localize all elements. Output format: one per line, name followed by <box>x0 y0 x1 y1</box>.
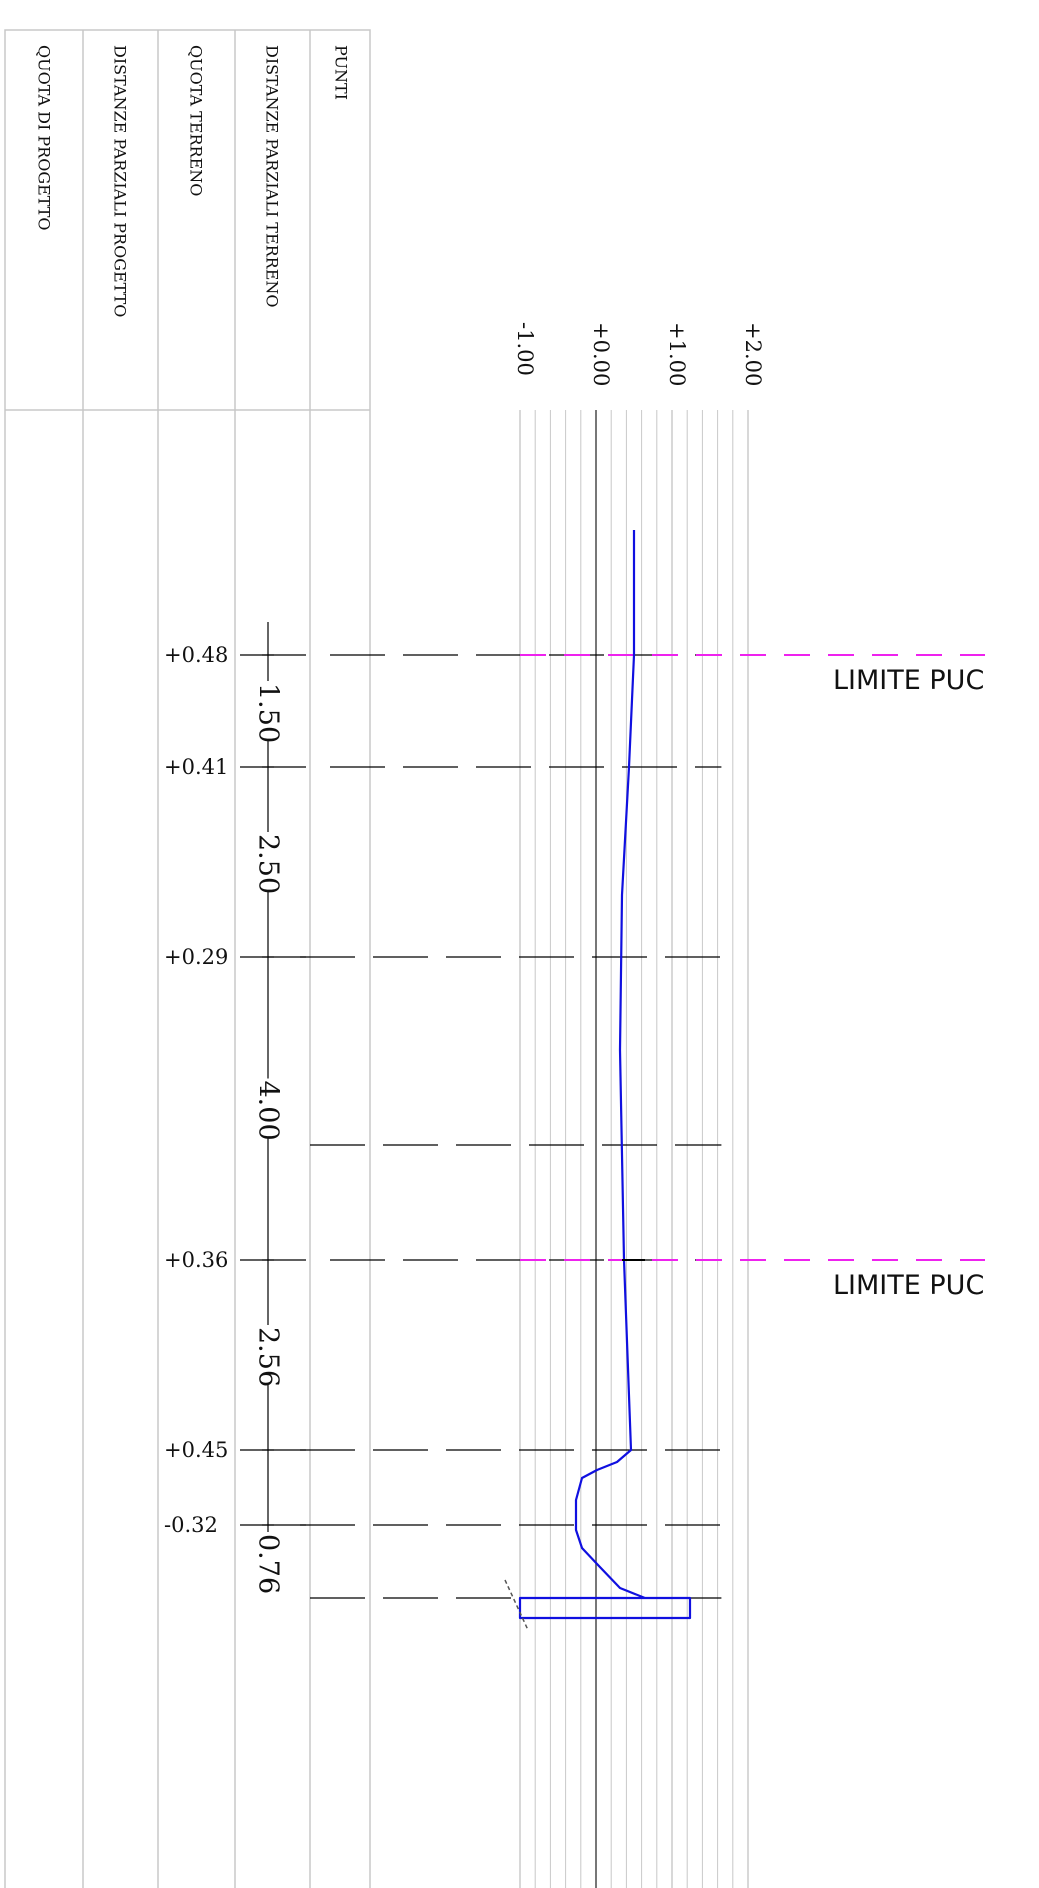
quota-terreno-value: +0.41 <box>164 755 228 779</box>
elevation-tick-label: +1.00 <box>665 322 689 386</box>
dimension-label-mask <box>254 832 282 892</box>
column-header: DISTANZE PARZIALI TERRENO <box>263 45 282 308</box>
column-header: QUOTA TERRENO <box>187 45 206 196</box>
elevation-grid <box>519 410 749 1888</box>
dimension-label-mask <box>254 681 282 741</box>
column-header: PUNTI <box>332 45 351 100</box>
break-mark <box>504 1579 529 1631</box>
limit-puc-label: LIMITE PUC <box>833 665 984 696</box>
quota-terreno-value: +0.45 <box>164 1438 228 1462</box>
quota-terreno-value: -0.32 <box>164 1513 218 1537</box>
table-grid <box>4 29 371 1888</box>
elevation-tick-label: -1.00 <box>513 322 537 376</box>
column-header: QUOTA DI PROGETTO <box>35 45 54 231</box>
partial-distance-dimensions: 1.50 2.50 4.00 2.56 0.76 <box>253 622 284 1600</box>
quota-terreno-value: +0.48 <box>164 643 228 667</box>
partial-distance-label: 4.00 <box>253 1081 284 1141</box>
limit-labels: LIMITE PUC LIMITE PUC <box>833 665 984 1301</box>
partial-distance-label: 2.56 <box>253 1327 284 1387</box>
dimension-label-mask <box>254 1532 282 1600</box>
terrain-profile-line <box>518 530 692 1620</box>
elevation-tick-label: +2.00 <box>741 322 765 386</box>
dimension-label-mask <box>254 1325 282 1385</box>
quota-terreno-value: +0.29 <box>164 945 228 969</box>
elevation-scale-labels: -1.00 +0.00 +1.00 +2.00 <box>513 322 765 386</box>
partial-distance-label: 1.50 <box>253 683 284 743</box>
elevation-tick-label: +0.00 <box>589 322 613 386</box>
table-frame <box>4 29 371 1888</box>
partial-distance-label: 0.76 <box>253 1534 284 1594</box>
quota-terreno-labels: +0.48 +0.41 +0.29 +0.36 +0.45 -0.32 <box>164 643 306 1537</box>
table-headers: QUOTA DI PROGETTO DISTANZE PARZIALI PROGE… <box>35 45 351 317</box>
station-lines <box>300 654 722 1599</box>
partial-distance-label: 2.50 <box>253 834 284 894</box>
dimension-label-mask <box>254 1078 282 1139</box>
limit-lines <box>520 654 985 1261</box>
column-header: DISTANZE PARZIALI PROGETTO <box>111 45 130 317</box>
limit-puc-label: LIMITE PUC <box>833 1270 984 1301</box>
quota-terreno-value: +0.36 <box>164 1248 228 1272</box>
terrain-profile <box>504 530 692 1631</box>
